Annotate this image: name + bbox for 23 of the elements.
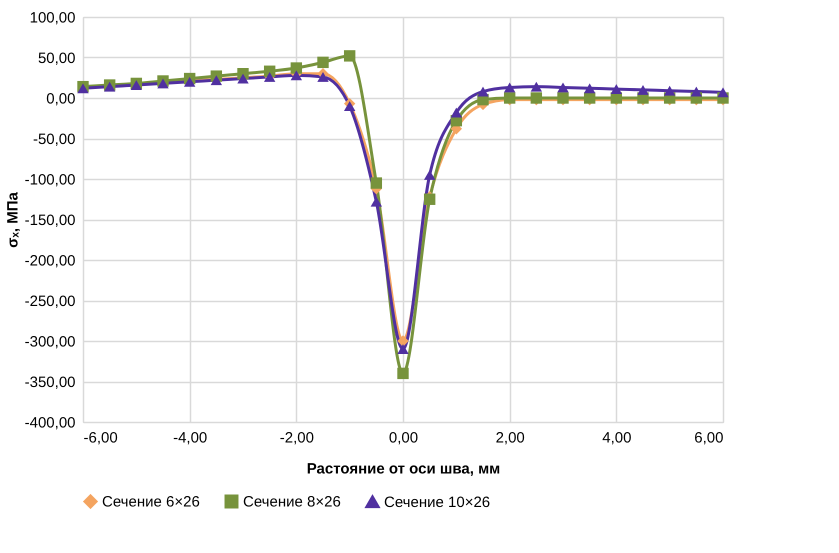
- y-tick-label: -50,00: [32, 131, 76, 148]
- y-tick-label: 100,00: [30, 10, 76, 26]
- y-tick-label: -300,00: [24, 334, 76, 350]
- x-axis-title: Растояние от оси шва, мм: [306, 460, 500, 478]
- y-tick-label: 0,00: [46, 90, 76, 108]
- y-tick-label: -150,00: [24, 212, 76, 229]
- x-tick-label: 0,00: [388, 430, 418, 446]
- x-tick-label: -2,00: [280, 430, 314, 446]
- y-axis-title: σₓ, МПа: [4, 191, 22, 248]
- y-tick-label: -100,00: [24, 172, 76, 188]
- y-tick-label: -400,00: [24, 414, 76, 432]
- y-tick-label: -350,00: [24, 374, 76, 391]
- y-tick-label: -250,00: [24, 293, 76, 310]
- y-tick-label: 50,00: [38, 50, 76, 67]
- x-tick-label: -6,00: [84, 430, 118, 446]
- legend-label: Сечение 10×26: [384, 494, 490, 511]
- x-tick-label: 2,00: [496, 430, 525, 446]
- x-tick-label: 6,00: [694, 430, 724, 446]
- legend-label: Сечение 8×26: [243, 494, 341, 511]
- x-tick-label: -4,00: [173, 430, 208, 446]
- legend-label: Сечение 6×26: [102, 494, 200, 511]
- x-tick-label: 4,00: [602, 430, 632, 446]
- y-tick-label: -200,00: [24, 252, 76, 270]
